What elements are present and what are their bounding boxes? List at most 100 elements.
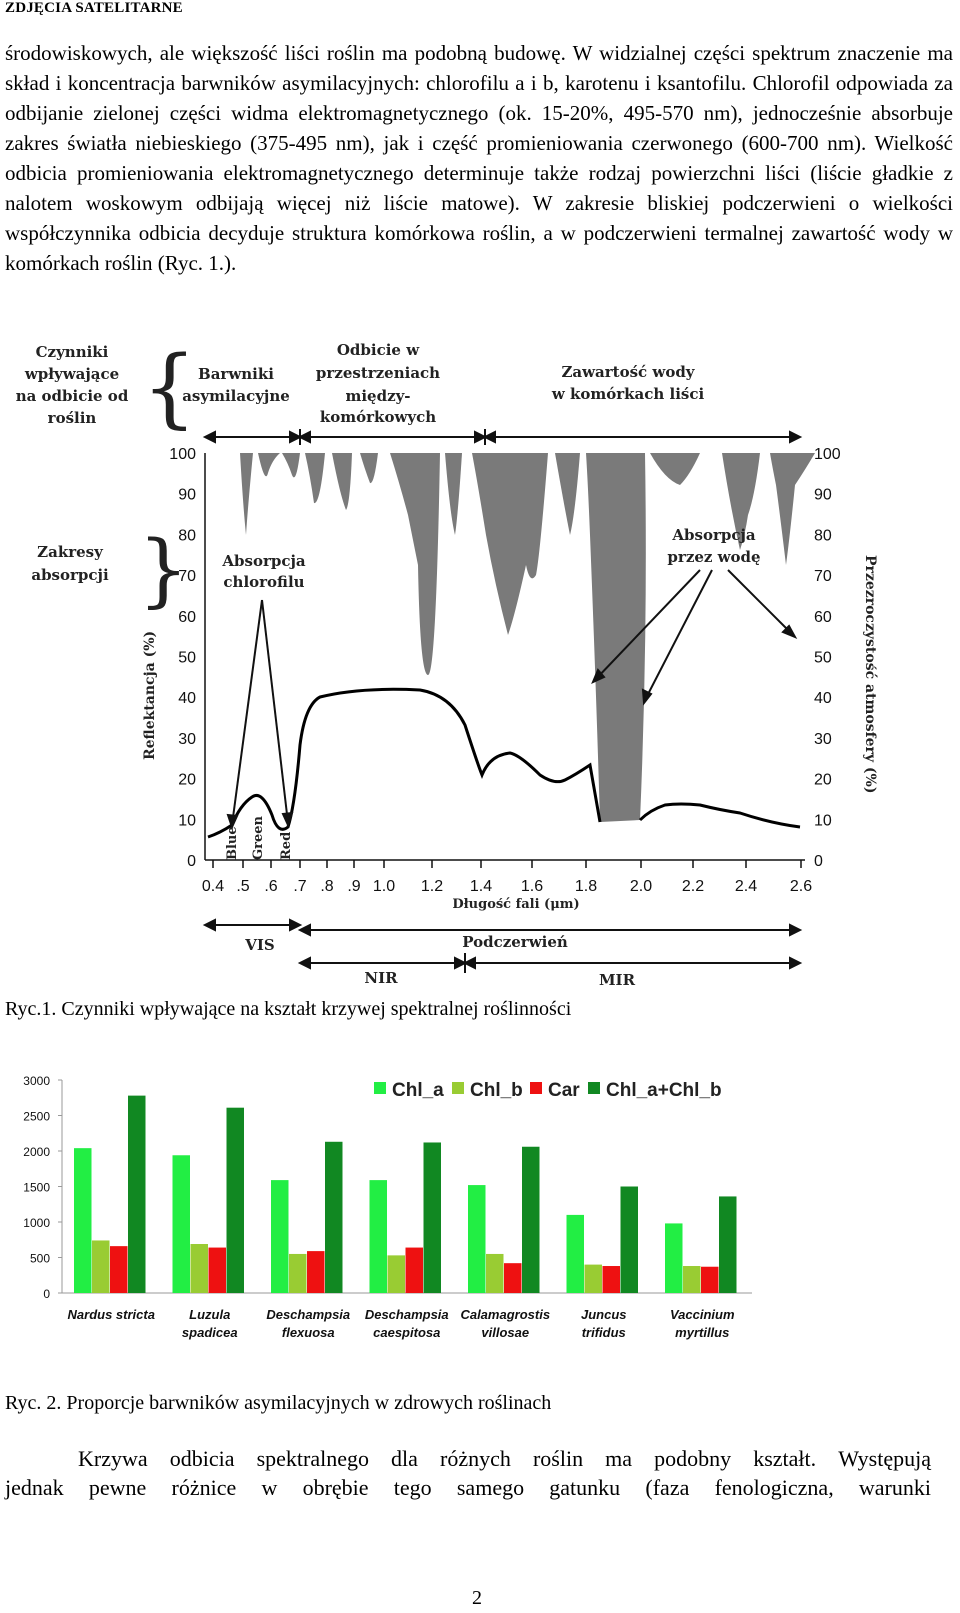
right-tick-20: 20 [814,772,832,789]
y-axis-left-title: Reflektancja (%) [142,631,158,760]
factors-label-4: roślin [48,409,97,427]
bar-Car-3 [405,1247,423,1293]
spectral-reflectance-figure: Czynniki wpływające na odbicie od roślin… [16,338,878,989]
bar-Chl_b-5 [584,1264,602,1293]
bar-Chl_b-3 [387,1255,405,1293]
factors-label-2: wpływające [24,365,119,383]
bottom-range-arrows [202,918,803,973]
right-tick-70: 70 [814,568,832,585]
body-paragraph-1: środowiskowych, ale większość liści rośl… [5,41,953,275]
x-tick-.6: .6 [264,878,277,895]
left-tick-30: 30 [178,731,196,748]
body-paragraph-2-line-1: Krzywa odbicia spektralnego dla różnych rośli… [78,1446,931,1472]
green-band-label: Green [251,816,266,860]
pigments-label-2: asymilacyjne [182,387,290,405]
page-number: 2 [472,1587,482,1609]
word: ma [605,1446,633,1471]
figure1-caption: Ryc.1. Czynniki wpływające na kształt kr… [5,998,572,1020]
bar-chart-bars [74,1095,737,1293]
atmospheric-transmission-bands [240,453,815,822]
bar-Chl_b-6 [683,1266,701,1293]
infrared-label: Podczerwień [462,933,568,951]
bar-Chl_a-3 [369,1180,387,1293]
chlorophyll-absorption-label-2: chlorofilu [223,573,304,591]
bar-Car-2 [307,1251,325,1293]
word: gatunku [549,1475,621,1500]
water-content-label-2: w komórkach liści [551,385,705,403]
factors-label-3: na odbicie od [16,387,129,405]
absorption-ranges-label-2: absorpcji [31,566,109,584]
left-tick-50: 50 [178,650,196,667]
left-tick-10: 10 [178,812,196,829]
right-tick-100: 100 [814,446,841,463]
word: jednak [5,1475,64,1500]
bar-chart-legend: Chl_a Chl_b Car Chl_a+Chl_b [374,1080,722,1101]
word: obrębie [302,1475,369,1500]
bar-y-tick-2000: 2000 [23,1145,50,1159]
bar-Chl_b-1 [190,1244,208,1293]
pigment-bar-chart: 0 500 1000 1500 2000 2500 3000 Nardus stricta L… [23,1074,752,1340]
figure2-caption: Ryc. 2. Proporcje barwników asymilacyjny… [5,1392,552,1414]
left-tick-100: 100 [169,446,196,463]
x-tick-2.4: 2.4 [735,878,757,895]
left-tick-0: 0 [187,853,196,870]
right-tick-80: 80 [814,527,832,544]
word: dla [391,1446,418,1471]
bar-y-tick-2500: 2500 [23,1110,50,1124]
legend-swatch-Car [530,1082,542,1094]
bar-y-tick-0: 0 [43,1287,50,1301]
blue-band-label: Blue [225,826,240,860]
reflectance-curve [207,687,801,839]
bar-Chl_a+Chl_b-3 [423,1142,441,1293]
top-range-arrows [202,429,803,445]
y-axis-right-title: Przezroczystość atmosfery (%) [862,555,878,793]
bar-Car-4 [504,1263,522,1293]
category-label: Vaccinium [670,1307,735,1322]
legend-label-Chl_a+Chl_b: Chl_a+Chl_b [606,1080,722,1101]
right-tick-90: 90 [814,487,832,504]
bar-Car-1 [208,1247,226,1293]
mir-label: MIR [599,971,636,989]
category-label: villosae [481,1325,529,1340]
bar-Chl_b-0 [92,1240,110,1293]
bar-Chl_a-5 [566,1214,584,1293]
body-paragraph-2-line-2: jednak pewne różnice w obrębie tego samego gatu… [5,1475,931,1501]
left-tick-70: 70 [178,568,196,585]
legend-swatch-Chl_a+Chl_b [588,1082,600,1094]
bar-y-tick-3000: 3000 [23,1074,50,1088]
category-label: Calamagrostis [460,1307,550,1322]
word: w [261,1475,278,1500]
chlorophyll-absorption-label: Absorpcja [221,552,306,570]
bar-chart-y-ticks: 0 500 1000 1500 2000 2500 3000 [23,1074,62,1301]
right-tick-40: 40 [814,690,832,707]
bar-Chl_a-0 [74,1148,92,1293]
left-tick-20: 20 [178,772,196,789]
legend-label-Car: Car [548,1080,580,1101]
curly-brace-mid: } [138,523,189,616]
x-tick-1.2: 1.2 [421,878,443,895]
category-label: Deschampsia [266,1307,350,1322]
word: Występują [838,1446,931,1471]
category-label: Juncus [581,1307,627,1322]
left-tick-60: 60 [178,609,196,626]
legend-swatch-Chl_b [452,1082,464,1094]
right-tick-60: 60 [814,609,832,626]
bar-Car-6 [701,1266,719,1293]
x-tick-2.6: 2.6 [790,878,812,895]
red-band-label: Red [279,832,294,860]
left-tick-90: 90 [178,487,196,504]
reflection-label-2: przestrzeniach [316,364,440,382]
reflection-label: Odbicie w [337,341,420,359]
x-tick-1.8: 1.8 [575,878,597,895]
bar-Chl_a+Chl_b-6 [719,1196,737,1293]
pigments-label: Barwniki [198,365,274,383]
word: kształt. [753,1446,817,1471]
reflection-label-4: komórkowych [320,408,436,426]
x-tick-labels: 0.4 .5 .6 .7 .8 .9 1.0 1.2 1.4 1.6 1.8 2.0 2.2 2.4 2.6 [202,878,812,895]
word: Krzywa [78,1446,148,1471]
running-header: ZDJĘCIA SATELITARNE [5,0,183,16]
absorption-ranges-label: Zakresy [37,543,104,561]
vis-label: VIS [244,936,275,954]
category-label: Deschampsia [365,1307,449,1322]
x-tick-.5: .5 [236,878,249,895]
